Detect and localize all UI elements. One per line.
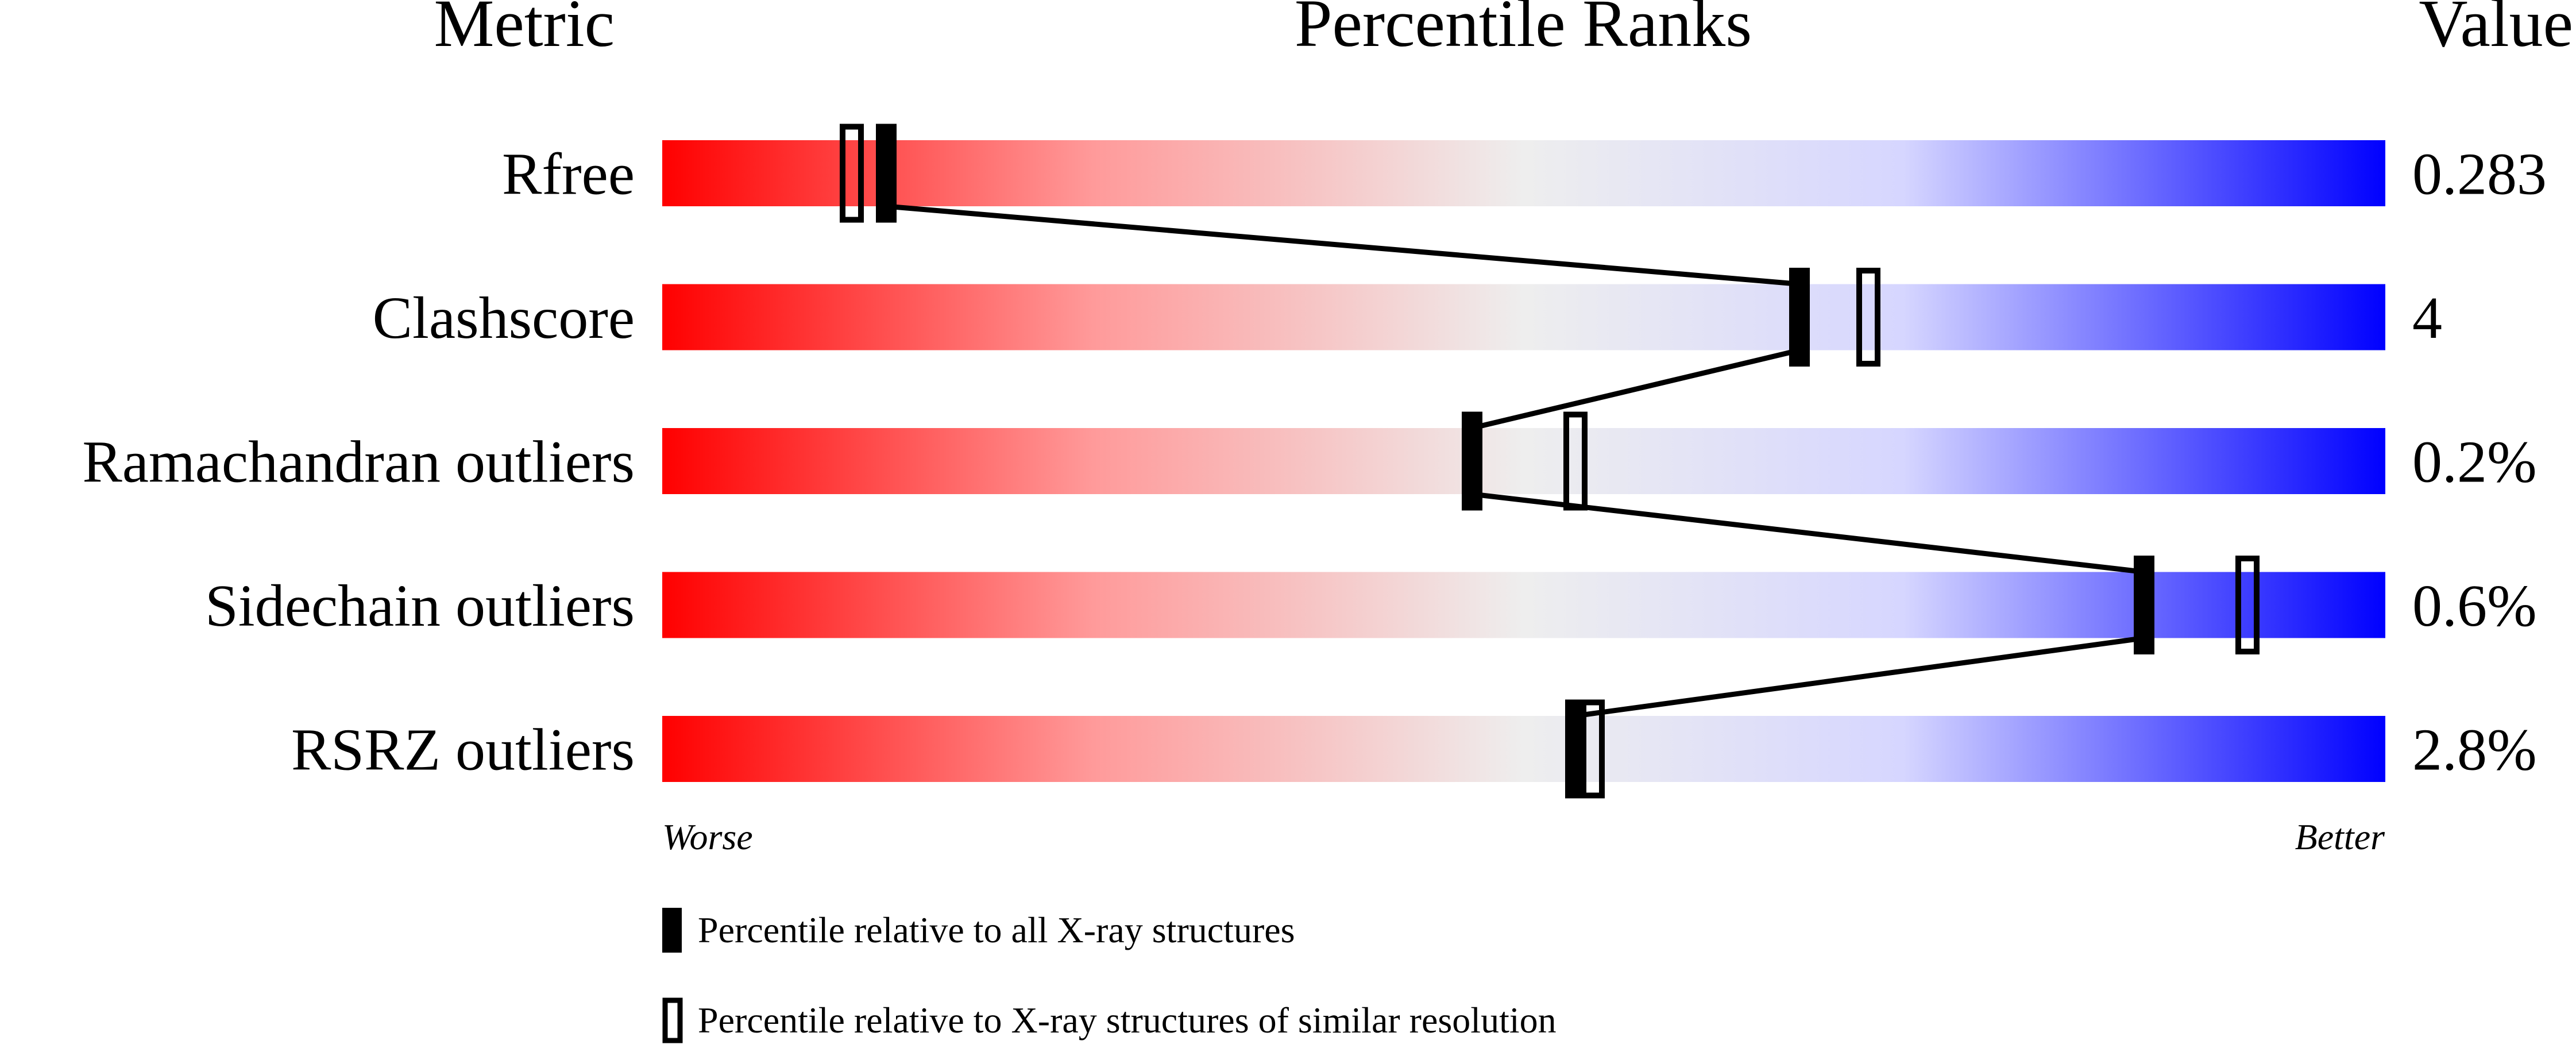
marker-all-structures bbox=[876, 124, 897, 223]
metric-label: Ramachandran outliers bbox=[82, 429, 635, 495]
metric-value: 0.6% bbox=[2412, 573, 2537, 639]
percentile-bar bbox=[662, 284, 2385, 350]
legend-open-marker-icon bbox=[662, 997, 683, 1043]
legend-similar-label: Percentile relative to X-ray structures … bbox=[698, 1000, 1557, 1041]
percentile-bar bbox=[662, 572, 2385, 638]
percentile-bar bbox=[662, 428, 2385, 494]
marker-all-structures bbox=[1462, 411, 1482, 511]
metric-label: RSRZ outliers bbox=[291, 717, 635, 783]
legend-all-label: Percentile relative to all X-ray structu… bbox=[698, 910, 1295, 950]
metric-label: Rfree bbox=[502, 141, 635, 207]
metric-value: 2.8% bbox=[2412, 717, 2537, 783]
percentile-bar bbox=[662, 716, 2385, 782]
percentile-bar bbox=[662, 140, 2385, 206]
marker-similar-resolution bbox=[2235, 556, 2260, 654]
marker-similar-resolution bbox=[1563, 411, 1588, 511]
connector-line bbox=[886, 203, 1800, 287]
metric-label: Sidechain outliers bbox=[205, 573, 635, 639]
metric-value: 0.283 bbox=[2412, 141, 2547, 207]
legend-filled-marker-icon bbox=[662, 908, 682, 953]
marker-all-structures bbox=[1789, 268, 1810, 367]
marker-similar-resolution bbox=[840, 124, 864, 223]
header-percentile-ranks: Percentile Ranks bbox=[1295, 0, 1752, 61]
header-value: Value bbox=[2419, 0, 2573, 61]
header-metric: Metric bbox=[434, 0, 615, 61]
axis-worse-label: Worse bbox=[662, 816, 753, 857]
marker-all-structures bbox=[2134, 556, 2154, 654]
connector-line bbox=[1471, 348, 1801, 431]
connector-line bbox=[1575, 635, 2145, 719]
metric-value: 4 bbox=[2412, 285, 2442, 351]
axis-better-label: Better bbox=[2295, 816, 2385, 857]
metric-label: Clashscore bbox=[373, 285, 635, 351]
marker-similar-resolution bbox=[1856, 268, 1880, 367]
marker-similar-resolution bbox=[1581, 699, 1605, 799]
metric-value: 0.2% bbox=[2412, 429, 2537, 495]
marker-all-structures bbox=[1565, 699, 1586, 799]
